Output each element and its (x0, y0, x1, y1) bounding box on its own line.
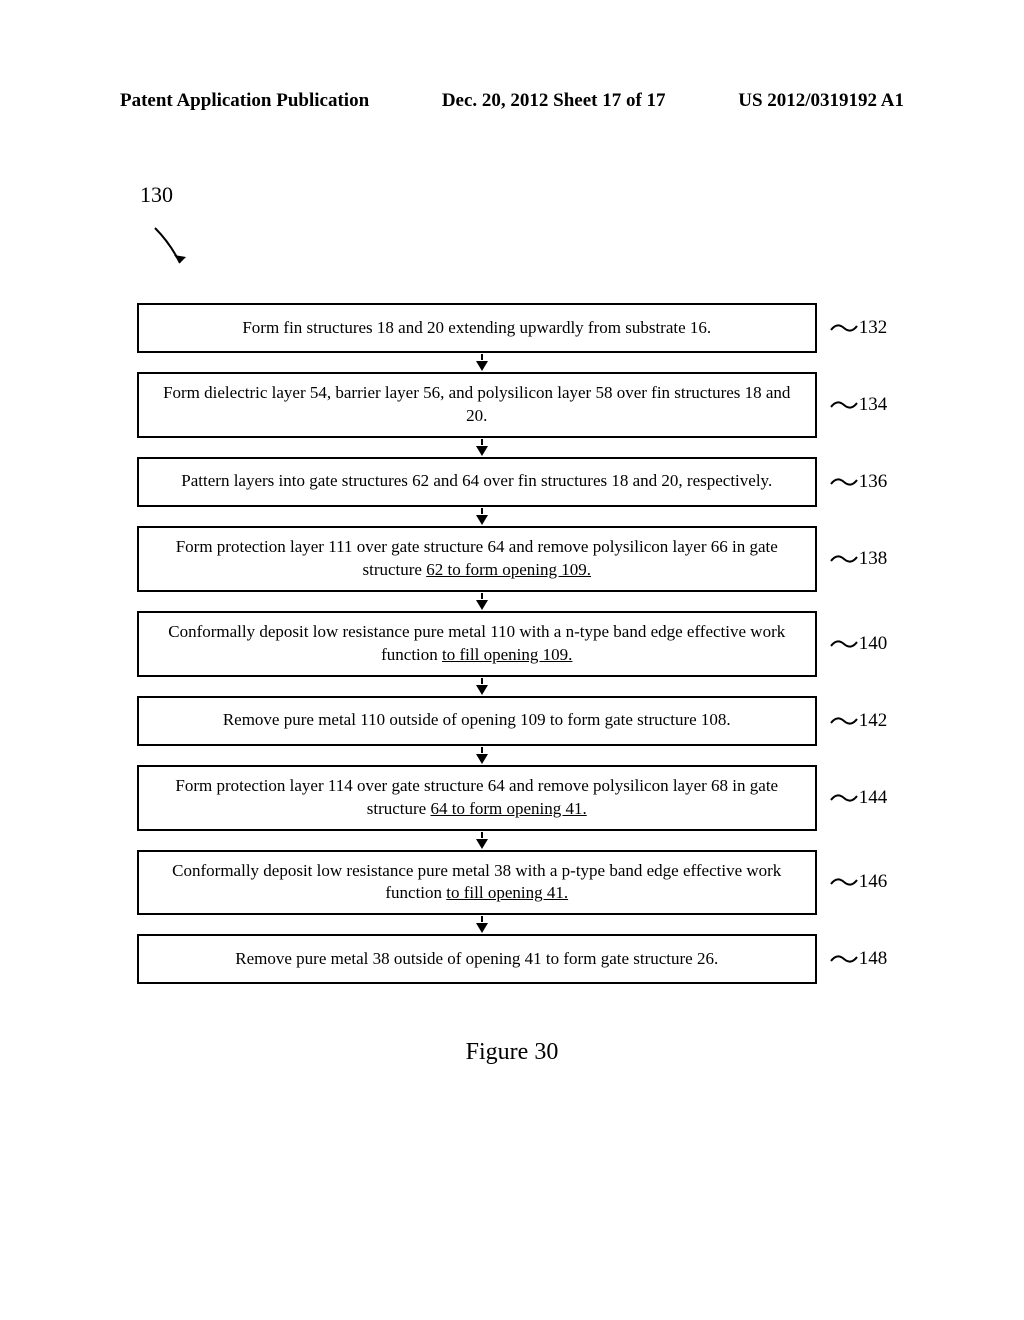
step-text: Conformally deposit low resistance pure … (153, 621, 801, 667)
connector-arrow-icon (476, 593, 488, 610)
flowchart-step-box: Remove pure metal 38 outside of opening … (137, 934, 817, 984)
step-row: Form protection layer 114 over gate stru… (100, 765, 924, 831)
ref-arrow-icon (150, 223, 924, 283)
header-right: US 2012/0319192 A1 (738, 90, 904, 112)
step-number: 146 (859, 871, 888, 893)
step-text: Pattern layers into gate structures 62 a… (181, 470, 772, 493)
header-center: Dec. 20, 2012 Sheet 17 of 17 (442, 90, 666, 112)
step-text-underline: to fill opening 41. (446, 883, 568, 902)
step-number: 138 (859, 548, 888, 570)
step-label: 144 (829, 787, 888, 809)
tilde-icon (829, 636, 859, 652)
tilde-icon (829, 397, 859, 413)
header-left: Patent Application Publication (120, 90, 369, 112)
figure-caption: Figure 30 (100, 1039, 924, 1066)
step-row: Conformally deposit low resistance pure … (100, 850, 924, 916)
page-header: Patent Application Publication Dec. 20, … (100, 90, 924, 112)
step-text: Form dielectric layer 54, barrier layer … (153, 382, 801, 428)
flowchart-step-box: Conformally deposit low resistance pure … (137, 611, 817, 677)
flowchart-step-box: Form dielectric layer 54, barrier layer … (137, 372, 817, 438)
connector-arrow-icon (476, 678, 488, 695)
connector-arrow-icon (476, 916, 488, 933)
flowchart-ref-number: 130 (140, 182, 924, 208)
step-number: 142 (859, 710, 888, 732)
connector-arrow-icon (476, 747, 488, 764)
step-text: Remove pure metal 38 outside of opening … (235, 948, 718, 971)
tilde-icon (829, 790, 859, 806)
step-text: Form protection layer 111 over gate stru… (153, 536, 801, 582)
flowchart-step-box: Form fin structures 18 and 20 extending … (137, 303, 817, 353)
step-text-underline: to fill opening 109. (442, 645, 572, 664)
flowchart-step-box: Pattern layers into gate structures 62 a… (137, 457, 817, 507)
step-label: 148 (829, 948, 888, 970)
step-label: 136 (829, 471, 888, 493)
flowchart: Form fin structures 18 and 20 extending … (100, 303, 924, 984)
step-label: 146 (829, 871, 888, 893)
step-row: Conformally deposit low resistance pure … (100, 611, 924, 677)
step-text: Form protection layer 114 over gate stru… (153, 775, 801, 821)
step-number: 132 (859, 317, 888, 339)
connector-arrow-icon (476, 354, 488, 371)
tilde-icon (829, 320, 859, 336)
step-row: Form dielectric layer 54, barrier layer … (100, 372, 924, 438)
flowchart-step-box: Form protection layer 111 over gate stru… (137, 526, 817, 592)
step-text-underline: 64 to form opening 41. (430, 799, 586, 818)
tilde-icon (829, 874, 859, 890)
tilde-icon (829, 474, 859, 490)
page-container: Patent Application Publication Dec. 20, … (0, 0, 1024, 1320)
flowchart-step-box: Remove pure metal 110 outside of opening… (137, 696, 817, 746)
step-row: Remove pure metal 110 outside of opening… (100, 696, 924, 746)
step-row: Form fin structures 18 and 20 extending … (100, 303, 924, 353)
tilde-icon (829, 951, 859, 967)
step-number: 148 (859, 948, 888, 970)
step-row: Pattern layers into gate structures 62 a… (100, 457, 924, 507)
connector-arrow-icon (476, 508, 488, 525)
connector-arrow-icon (476, 832, 488, 849)
step-label: 142 (829, 710, 888, 732)
step-row: Form protection layer 111 over gate stru… (100, 526, 924, 592)
step-text: Remove pure metal 110 outside of opening… (223, 709, 731, 732)
step-number: 136 (859, 471, 888, 493)
step-number: 144 (859, 787, 888, 809)
connector-arrow-icon (476, 439, 488, 456)
step-label: 134 (829, 394, 888, 416)
step-number: 140 (859, 633, 888, 655)
step-text: Form fin structures 18 and 20 extending … (242, 317, 711, 340)
flowchart-step-box: Form protection layer 114 over gate stru… (137, 765, 817, 831)
step-number: 134 (859, 394, 888, 416)
tilde-icon (829, 713, 859, 729)
step-row: Remove pure metal 38 outside of opening … (100, 934, 924, 984)
step-label: 132 (829, 317, 888, 339)
step-label: 138 (829, 548, 888, 570)
step-text: Conformally deposit low resistance pure … (153, 860, 801, 906)
step-text-underline: 62 to form opening 109. (426, 560, 591, 579)
tilde-icon (829, 551, 859, 567)
flowchart-step-box: Conformally deposit low resistance pure … (137, 850, 817, 916)
step-label: 140 (829, 633, 888, 655)
